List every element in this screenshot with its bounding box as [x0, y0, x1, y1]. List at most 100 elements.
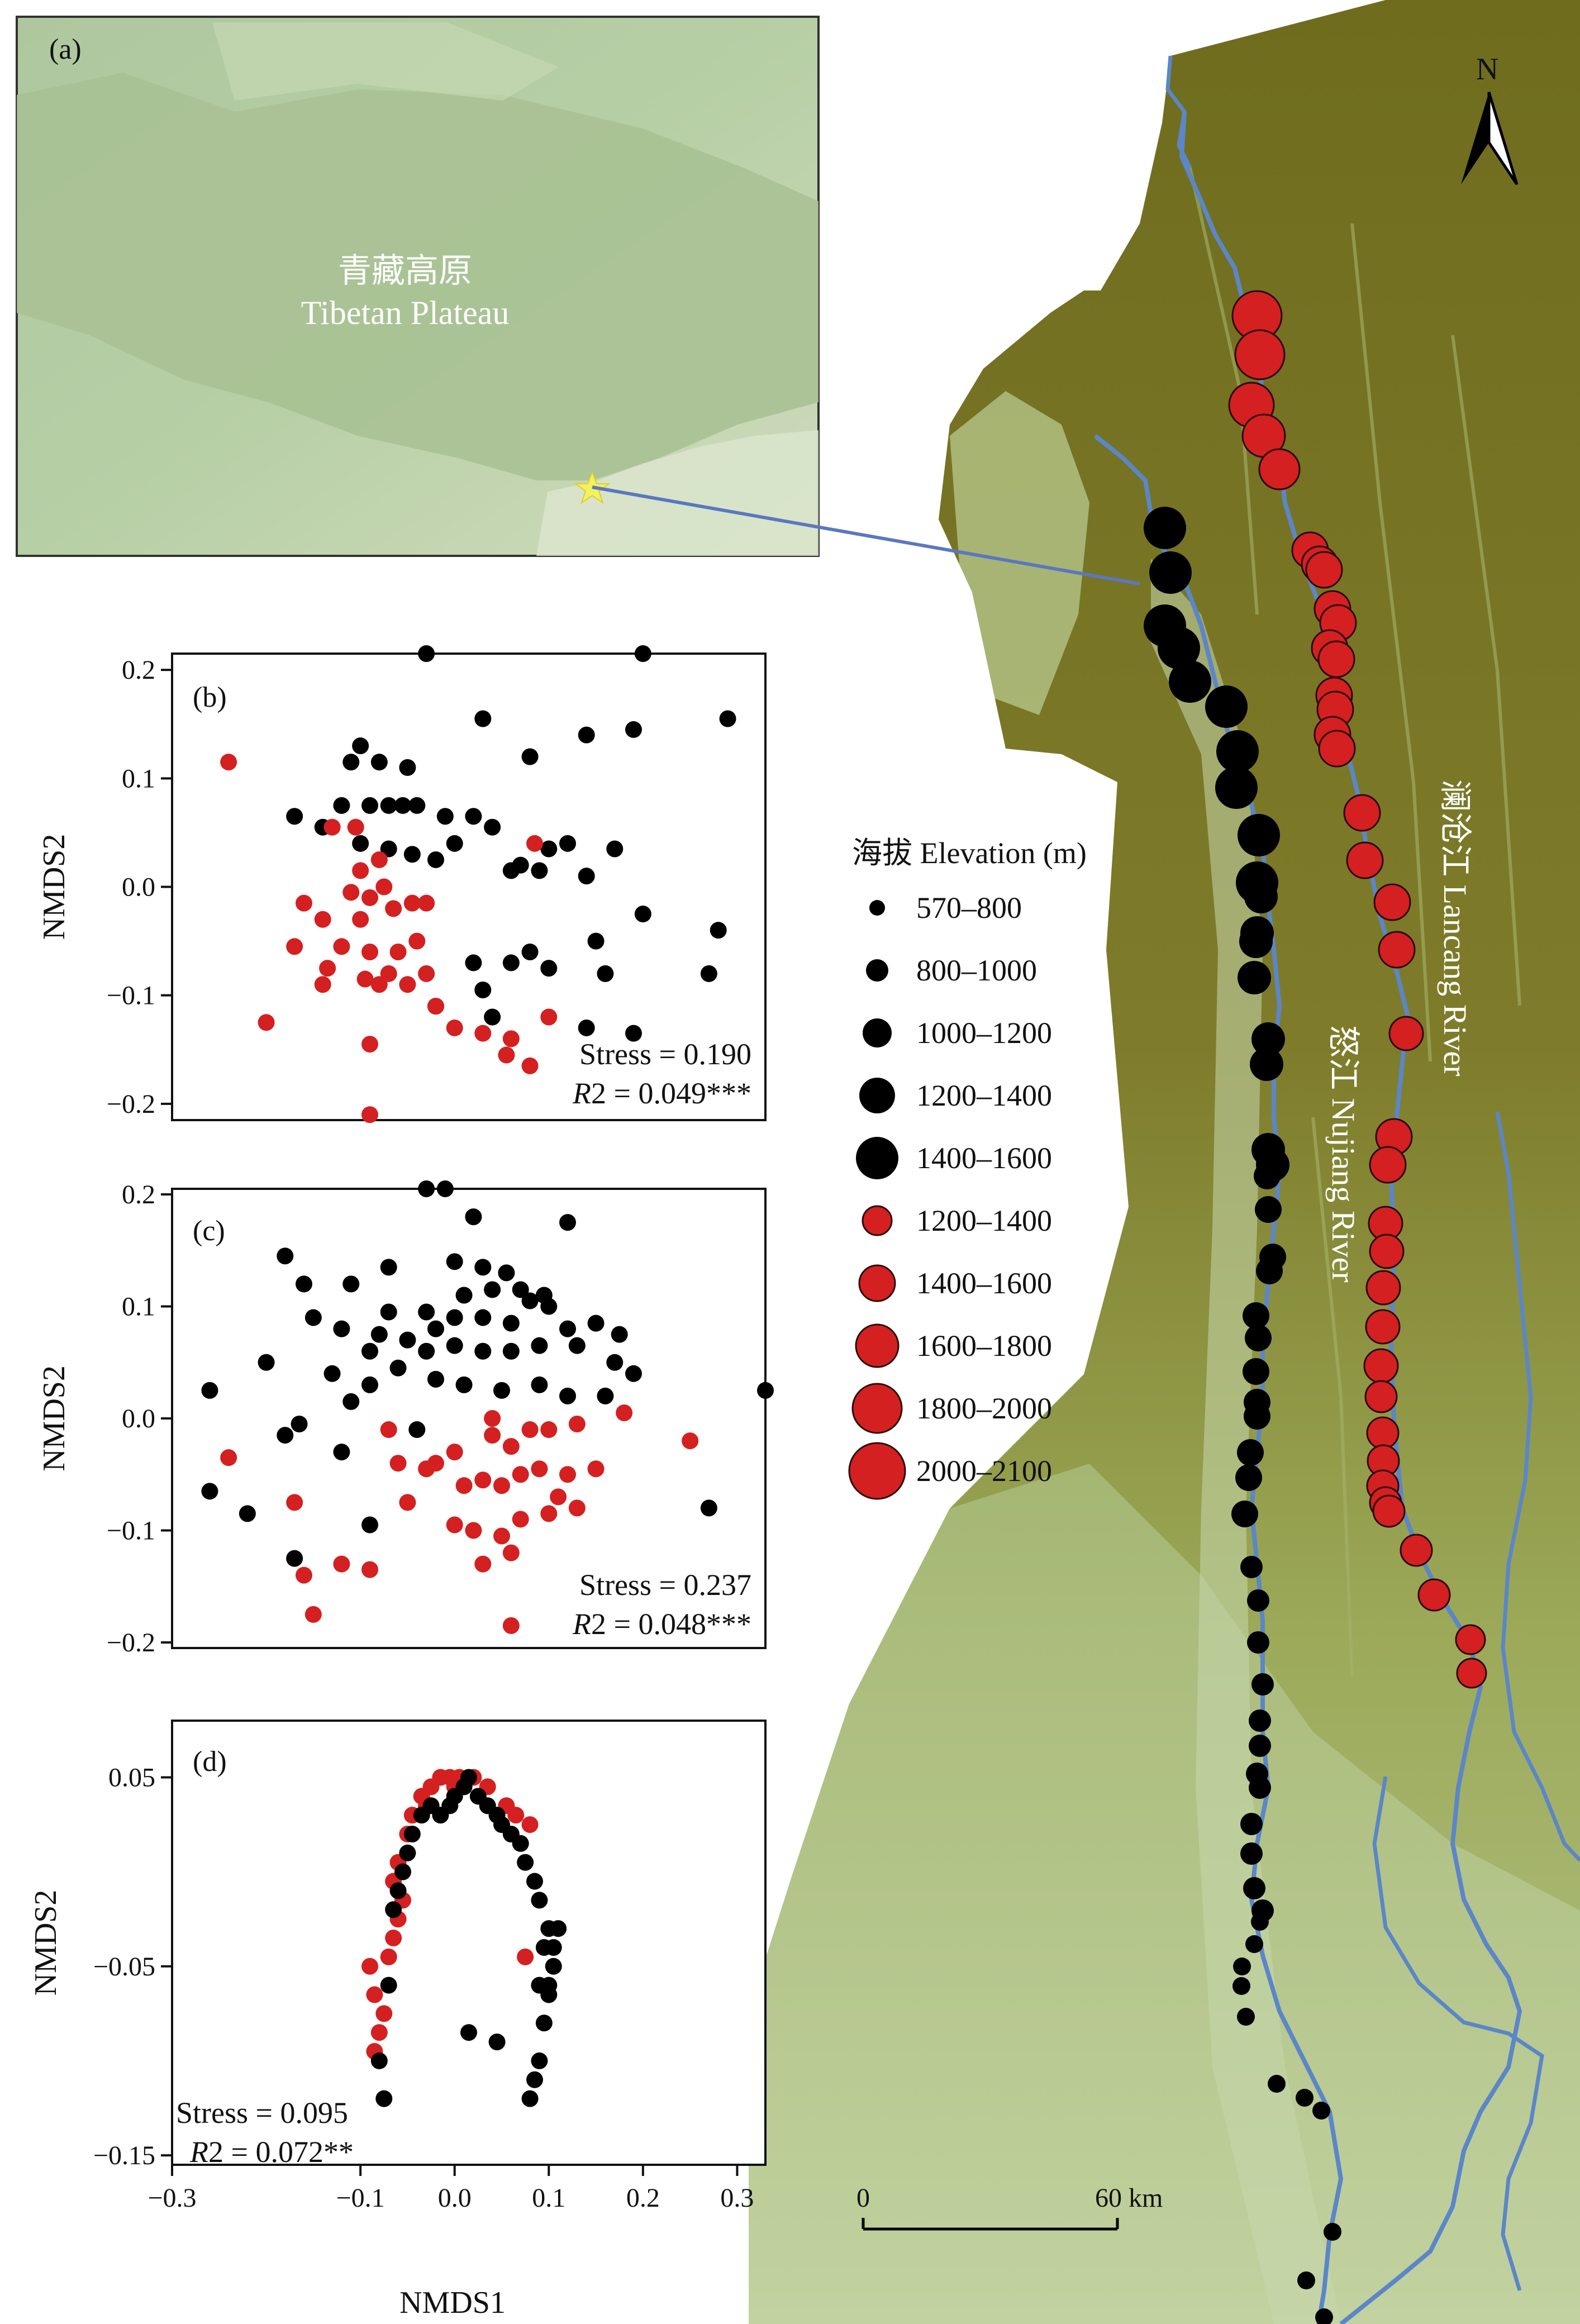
- nmds-point: [418, 1342, 435, 1360]
- nmds-point: [399, 1494, 416, 1511]
- legend-items: 570–800 800–1000 1000–1200 1200–1400 1400–16…: [848, 891, 1052, 1500]
- nmds-point: [286, 1550, 303, 1567]
- nujiang-site-marker: [1256, 1258, 1283, 1284]
- legend-marker: [858, 1264, 896, 1302]
- r2-symbol: R: [572, 1077, 591, 1110]
- north-label: N: [1476, 52, 1498, 87]
- legend-marker: [863, 1018, 892, 1047]
- lancang-site-marker: [1318, 730, 1356, 768]
- y-tick-label: 0.2: [122, 655, 155, 685]
- nujiang-site-marker: [1239, 925, 1273, 958]
- nmds-point: [502, 1315, 520, 1332]
- nmds-point: [625, 721, 642, 738]
- nmds-point: [347, 818, 364, 836]
- r2-value: 2 = 0.049***: [591, 1077, 751, 1110]
- nujiang-site-marker: [1231, 1501, 1258, 1527]
- nujiang-site-marker: [1244, 880, 1278, 913]
- nmds-point: [512, 1466, 529, 1483]
- legend-marker: [862, 1205, 893, 1236]
- nmds-point: [587, 932, 605, 950]
- plot-frame: [171, 653, 767, 1121]
- nmds-point: [535, 2015, 553, 2032]
- nujiang-site-marker: [1245, 1325, 1272, 1351]
- nmds-point: [385, 1930, 402, 1947]
- nmds-panel-d: 0.05 −0.05 −0.15 −0.3 −0.1 0.0 0.1 0.2 0.3 NMDS2 (…: [28, 1720, 767, 2213]
- nmds-point: [361, 1106, 378, 1123]
- nmds-point: [700, 965, 717, 982]
- nmds-point: [446, 1444, 463, 1461]
- nmds-point: [361, 1342, 378, 1360]
- scale-zero-label: 0: [856, 2183, 870, 2213]
- nmds-point: [474, 1025, 492, 1042]
- map-river-south-branch: [1372, 1776, 1544, 2292]
- nmds-point: [370, 754, 388, 771]
- nmds-point: [540, 1421, 558, 1439]
- nujiang-site-marker: [1251, 1913, 1269, 1931]
- nmds-point: [286, 808, 303, 825]
- nmds-point: [333, 1320, 350, 1337]
- legend-marker: [848, 1442, 906, 1500]
- nmds-point: [370, 976, 388, 993]
- lancang-site-marker: [1346, 841, 1384, 879]
- nmds-point: [436, 808, 454, 825]
- nmds-point: [342, 1393, 360, 1410]
- nujiang-site-marker: [1240, 1556, 1263, 1578]
- nujiang-site-marker: [1254, 1163, 1281, 1189]
- nujiang-site-marker: [1249, 1709, 1271, 1732]
- nmds-point: [399, 976, 416, 993]
- map-lowland-south: [749, 1464, 1580, 2324]
- nmds-point: [427, 1370, 444, 1388]
- nmds-point: [385, 1901, 402, 1918]
- nmds-point: [559, 1387, 576, 1404]
- nmds-point: [418, 1180, 435, 1197]
- legend-label: 1000–1200: [916, 1016, 1052, 1050]
- lancang-site-marker: [1456, 1658, 1487, 1689]
- nmds-point: [342, 884, 360, 901]
- nmds-point: [526, 1873, 543, 1890]
- nujiang-site-marker: [1149, 551, 1192, 594]
- nmds-point: [521, 1057, 539, 1074]
- nmds-point: [446, 835, 463, 852]
- nmds-point: [597, 965, 614, 982]
- legend-label: 1200–1400: [916, 1079, 1052, 1112]
- nmds-point: [474, 1259, 492, 1276]
- nmds-point: [352, 862, 369, 879]
- nujiang-site-marker: [1169, 660, 1211, 703]
- nmds-point: [568, 1337, 586, 1354]
- nmds-point: [540, 1505, 558, 1522]
- legend-label: 1800–2000: [916, 1392, 1052, 1425]
- r2-value: 2 = 0.072**: [208, 2135, 354, 2169]
- y-tick-label: 0.0: [122, 873, 155, 902]
- nmds-point: [342, 1275, 360, 1293]
- nmds-point: [399, 1844, 416, 1861]
- nmds-point: [380, 1977, 397, 1994]
- map-river-east-branch: [1495, 1111, 1580, 1862]
- nmds-point: [611, 1326, 628, 1343]
- nmds-point: [540, 960, 558, 977]
- x-tick-label: −0.3: [147, 2183, 196, 2213]
- nmds-point: [700, 1499, 717, 1517]
- nmds-point: [394, 1863, 411, 1880]
- nujiang-site-marker: [1255, 1196, 1282, 1223]
- nmds-point: [380, 797, 397, 814]
- nmds-point: [436, 1180, 454, 1197]
- nujiang-site-marker: [1296, 2089, 1314, 2107]
- nmds-point: [296, 894, 312, 912]
- nujiang-site-marker: [1237, 2008, 1255, 2026]
- lancang-site-marker: [1365, 1309, 1401, 1345]
- nmds-point: [757, 1382, 774, 1399]
- nmds-point: [521, 944, 539, 961]
- nmds-point: [418, 1303, 435, 1321]
- nmds-point: [559, 835, 576, 852]
- stress-label: Stress = 0.190: [579, 1037, 751, 1071]
- legend-label: 1200–1400: [916, 1204, 1052, 1237]
- nmds-point: [380, 1303, 397, 1321]
- inset-title-en: Tibetan Plateau: [301, 294, 510, 331]
- nujiang-site-marker: [1233, 1958, 1251, 1975]
- nmds-point: [512, 1835, 529, 1852]
- nmds-point: [399, 1331, 416, 1349]
- nmds-point: [389, 944, 407, 961]
- nmds-point: [512, 1281, 529, 1298]
- nmds-point: [323, 1365, 341, 1382]
- nmds-point: [512, 1511, 529, 1528]
